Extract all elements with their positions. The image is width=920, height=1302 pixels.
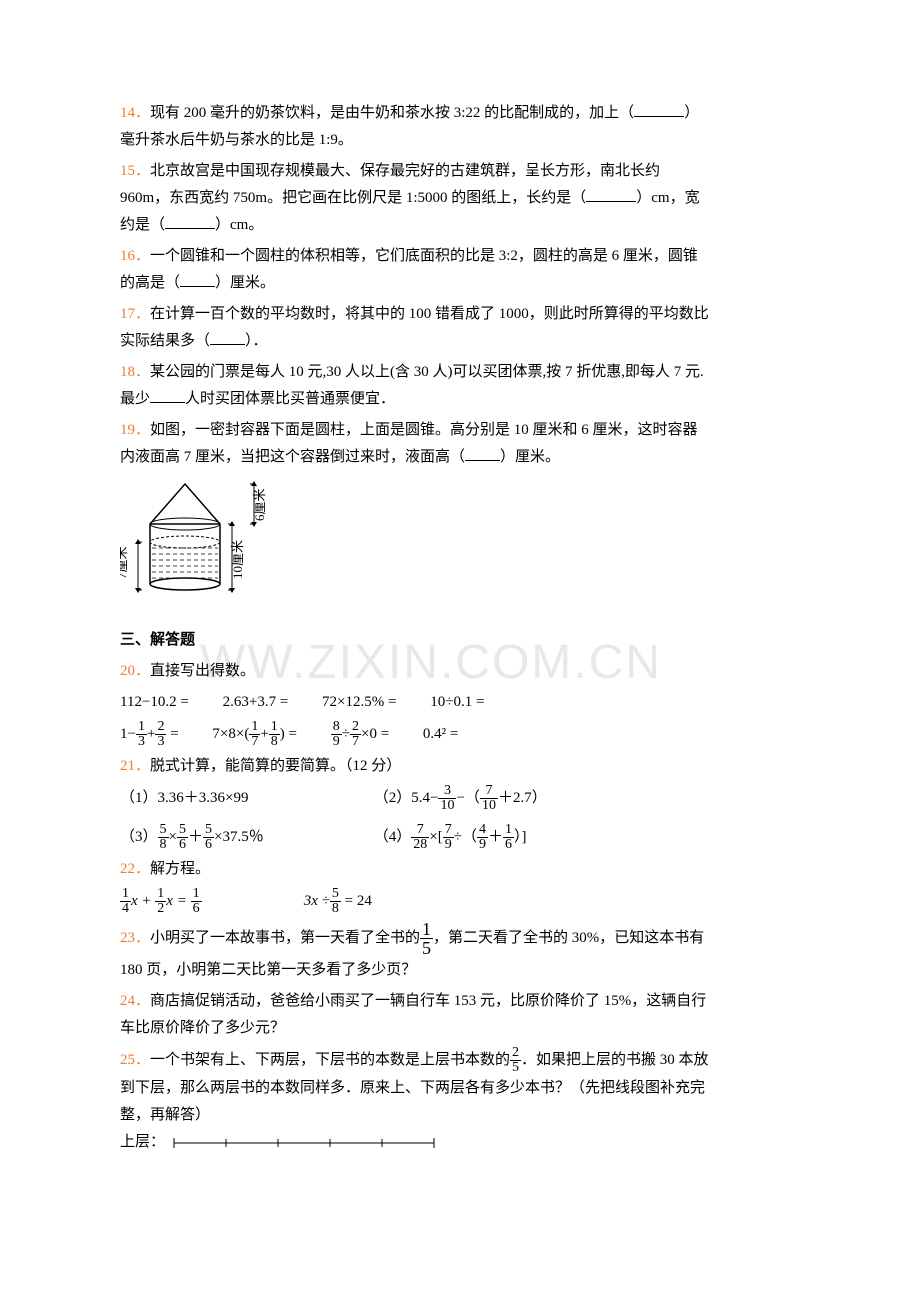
q15-line3b: ）cm。 (215, 217, 263, 233)
q18-line2b: 人时买团体票比买普通票便宜． (185, 391, 395, 407)
q23-line2: 180 页，小明第二天比第一天多看了多少页？ (120, 957, 800, 984)
q20-r1e1: 112−10.2 = (120, 689, 189, 716)
blank (150, 388, 185, 403)
qnum-16: 16． (120, 248, 150, 264)
blank (586, 187, 636, 202)
q21-text: 脱式计算，能简算的要简算。（12 分） (150, 758, 401, 774)
container-diagram: 7厘米 10厘米 6厘米 (120, 479, 800, 619)
seg-label: 上层： (120, 1134, 165, 1150)
q16-line2b: ）厘米。 (215, 275, 275, 291)
q25-line3: 整，再解答） (120, 1102, 800, 1129)
q22-e2: 3x ÷58 = 24 (304, 893, 372, 909)
q16-line2a: 的高是（ (120, 275, 180, 291)
label-6cm: 6厘米 (252, 488, 267, 521)
q20-r1e2: 2.63+3.7 = (223, 689, 289, 716)
q17-line2a: 实际结果多（ (120, 333, 210, 349)
question-21: 21．脱式计算，能简算的要简算。（12 分） （1）3.36＋3.36×99 （… (120, 753, 800, 852)
label-10cm: 10厘米 (230, 540, 245, 579)
q19-text-a: 如图，一密封容器下面是圆柱，上面是圆锥。高分别是 10 厘米和 6 厘米，这时容… (150, 422, 698, 438)
q15-text-a: 北京故宫是中国现存规模最大、保存最完好的古建筑群，呈长方形，南北长约 (150, 163, 660, 179)
qnum-21: 21． (120, 758, 150, 774)
q21-p1: （1）3.36＋3.36×99 (120, 785, 370, 812)
section-3-title: 三、解答题 (120, 627, 800, 654)
q14-line2: 毫升茶水后牛奶与茶水的比是 1:9。 (120, 127, 800, 154)
q20-text: 直接写出得数。 (150, 663, 255, 679)
qnum-14: 14． (120, 105, 150, 121)
q25-line2: 到下层，那么两层书的本数同样多．原来上、下两层各有多少本书？（先把线段图补充完 (120, 1075, 800, 1102)
qnum-18: 18． (120, 364, 150, 380)
q21-p3: （3）58×56＋56×37.5％ (120, 823, 370, 852)
q18-line2a: 最少 (120, 391, 150, 407)
qnum-24: 24． (120, 993, 150, 1009)
blank (634, 102, 684, 117)
q16-text-a: 一个圆锥和一个圆柱的体积相等，它们底面积的比是 3:2，圆柱的高是 6 厘米，圆… (150, 248, 698, 264)
q24-text-a: 商店搞促销活动，爸爸给小雨买了一辆自行车 153 元，比原价降价了 15%，这辆… (150, 993, 706, 1009)
label-7cm: 7厘米 (120, 546, 129, 579)
q22-e1: 14x + 12x = 16 (120, 887, 300, 916)
q20-r2e1: 1−13+23 = (120, 720, 179, 749)
qnum-20: 20． (120, 663, 150, 679)
question-16: 16．一个圆锥和一个圆柱的体积相等，它们底面积的比是 3:2，圆柱的高是 6 厘… (120, 243, 800, 297)
q20-r1e4: 10÷0.1 = (430, 689, 484, 716)
q23-text-b: ，第二天看了全书的 30%，已知这本书有 (433, 930, 704, 946)
blank (465, 446, 500, 461)
q21-p2: （2）5.4−310−（710＋2.7） (374, 790, 547, 806)
q15-line2a: 960m，东西宽约 750m。把它画在比例尺是 1:5000 的图纸上，长约是（ (120, 190, 586, 206)
q20-r2e2: 7×8×(17+18) = (212, 720, 297, 749)
qnum-23: 23． (120, 930, 150, 946)
q14-text-a: 现有 200 毫升的奶茶饮料，是由牛奶和茶水按 3:22 的比配制成的，加上（ (150, 105, 634, 121)
q21-p4: （4）728×[79÷（49＋16）] (374, 829, 527, 845)
question-14: 14．现有 200 毫升的奶茶饮料，是由牛奶和茶水按 3:22 的比配制成的，加… (120, 100, 800, 154)
blank (210, 330, 245, 345)
q17-line2b: ）． (245, 333, 268, 349)
qnum-15: 15． (120, 163, 150, 179)
question-17: 17．在计算一百个数的平均数时，将其中的 100 错看成了 1000，则此时所算… (120, 301, 800, 355)
question-19: 19．如图，一密封容器下面是圆柱，上面是圆锥。高分别是 10 厘米和 6 厘米，… (120, 417, 800, 471)
question-23: 23．小明买了一本故事书，第一天看了全书的15，第二天看了全书的 30%，已知这… (120, 920, 800, 984)
blank (180, 272, 215, 287)
q25-text-b: ．如果把上层的书搬 30 本放 (521, 1052, 709, 1068)
q15-line3a: 约是（ (120, 217, 165, 233)
q24-line2: 车比原价降价了多少元？ (120, 1015, 800, 1042)
q17-text-a: 在计算一百个数的平均数时，将其中的 100 错看成了 1000，则此时所算得的平… (150, 306, 709, 322)
q25-text-a: 一个书架有上、下两层，下层书的本数是上层书本数的 (150, 1052, 510, 1068)
qnum-22: 22． (120, 861, 150, 877)
question-15: 15．北京故宫是中国现存规模最大、保存最完好的古建筑群，呈长方形，南北长约 96… (120, 158, 800, 239)
qnum-17: 17． (120, 306, 150, 322)
q20-r2e3: 89÷27×0 = (331, 720, 389, 749)
question-25: 25．一个书架有上、下两层，下层书的本数是上层书本数的25．如果把上层的书搬 3… (120, 1046, 800, 1156)
question-20: 20．直接写出得数。 112−10.2 = 2.63+3.7 = 72×12.5… (120, 658, 800, 749)
blank (165, 214, 215, 229)
q18-text-a: 某公园的门票是每人 10 元,30 人以上(含 30 人)可以买团体票,按 7 … (150, 364, 704, 380)
q20-r1e3: 72×12.5% = (322, 689, 396, 716)
qnum-25: 25． (120, 1052, 150, 1068)
question-18: 18．某公园的门票是每人 10 元,30 人以上(含 30 人)可以买团体票,按… (120, 359, 800, 413)
question-24: 24．商店搞促销活动，爸爸给小雨买了一辆自行车 153 元，比原价降价了 15%… (120, 988, 800, 1042)
q22-text: 解方程。 (150, 861, 210, 877)
q19-line2a: 内液面高 7 厘米，当把这个容器倒过来时，液面高（ (120, 449, 465, 465)
q15-line2b: ）cm，宽 (636, 190, 699, 206)
segment-diagram: 上层： (120, 1129, 800, 1156)
question-22: 22．解方程。 14x + 12x = 16 3x ÷58 = 24 (120, 856, 800, 916)
q14-text-b: ） (684, 105, 699, 121)
page-content: 14．现有 200 毫升的奶茶饮料，是由牛奶和茶水按 3:22 的比配制成的，加… (120, 100, 800, 1156)
q19-line2b: ）厘米。 (500, 449, 560, 465)
q23-text-a: 小明买了一本故事书，第一天看了全书的 (150, 930, 420, 946)
qnum-19: 19． (120, 422, 150, 438)
q20-r2e4: 0.4² = (423, 721, 458, 748)
